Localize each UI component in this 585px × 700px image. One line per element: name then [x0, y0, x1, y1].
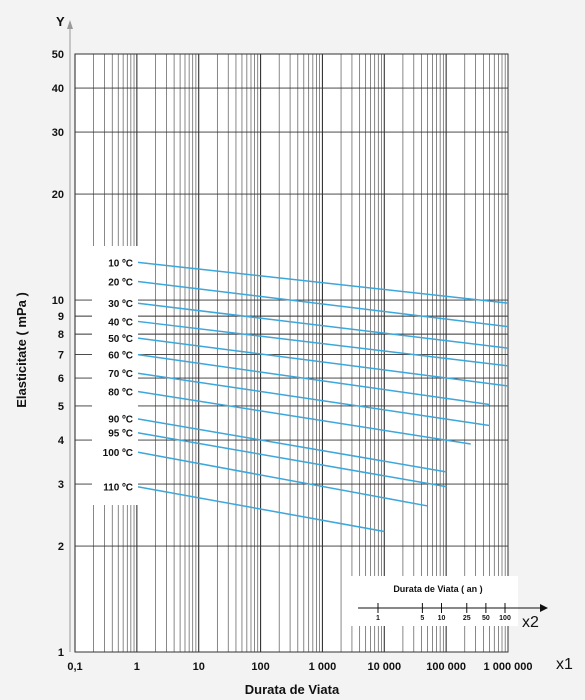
y-tick-label: 1: [58, 647, 64, 659]
series-label: 110 ºC: [103, 483, 133, 494]
x-tick-label: 1 000: [309, 661, 337, 673]
y-tick-label: 10: [52, 295, 64, 307]
series-label: 60 ºC: [108, 351, 133, 362]
y-axis-name: Y: [56, 14, 65, 29]
y-tick-label: 40: [52, 83, 64, 95]
series-line: [136, 372, 490, 427]
plot-background: [75, 54, 508, 652]
series-label: 10 ºC: [108, 258, 133, 269]
x-tick-label: 10: [193, 661, 205, 673]
x-axis-name: x1: [556, 656, 573, 673]
series-label: 100 ºC: [103, 448, 133, 459]
series-line: [136, 302, 509, 349]
series-lines: [136, 261, 509, 533]
series-label: 90 ºC: [108, 415, 133, 426]
y-tick-label: 2: [58, 541, 64, 553]
y-tick-label: 20: [52, 189, 64, 201]
y-tick-label: 50: [52, 49, 64, 61]
series-label: 40 ºC: [108, 317, 133, 328]
inset-tick-label: 50: [482, 615, 490, 622]
series-line: [136, 353, 490, 406]
y-tick-label: 4: [58, 435, 65, 447]
inset-years-scale: Durata de Viata ( an ) 1 5 10 25 50 100 x2: [348, 576, 548, 631]
inset-ticks: 1 5 10 25 50 100: [376, 603, 511, 622]
x-tick-labels: 0,1 1 10 100 1 000 10 000 100 000 1 000 000: [67, 661, 532, 673]
inset-tick-label: 25: [463, 615, 471, 622]
y-axis-label: Elasticitate ( mPa ): [14, 292, 29, 408]
inset-tick-label: 100: [499, 615, 511, 622]
grid: [74, 53, 508, 653]
inset-box: [348, 576, 518, 626]
y-tick-label: 8: [58, 329, 64, 341]
y-tick-label: 5: [58, 401, 64, 413]
series-label: 20 ºC: [108, 277, 133, 288]
series-line: [136, 451, 428, 507]
inset-tick-label: 1: [376, 615, 380, 622]
y-tick-labels: 1 2 3 4 5 6 7 8 9 10 20 30 40 50: [52, 49, 65, 659]
inset-axis-arrow: [540, 604, 548, 612]
series-line: [136, 417, 447, 473]
x-tick-label: 10 000: [367, 661, 401, 673]
y-axis-arrow: [67, 20, 73, 29]
y-tick-label: 9: [58, 311, 64, 323]
series-label: 80 ºC: [108, 387, 133, 398]
series-line: [136, 390, 471, 445]
x-tick-label: 1: [134, 661, 140, 673]
series-line: [136, 337, 509, 387]
series-label-box: 10 ºC 20 ºC 30 ºC 40 ºC 50 ºC 60 ºC 70 ºC 80 ºC…: [92, 246, 138, 505]
inset-title: Durata de Viata ( an ): [393, 584, 482, 594]
series-label: 70 ºC: [108, 369, 133, 380]
inset-axis-name: x2: [522, 614, 539, 631]
series-label: 50 ºC: [108, 334, 133, 345]
y-tick-label: 6: [58, 373, 64, 385]
y-tick-label: 7: [58, 350, 64, 362]
x-tick-label: 100: [251, 661, 269, 673]
series-line: [136, 261, 509, 304]
series-line: [136, 431, 447, 488]
series-label: 95 ºC: [108, 429, 133, 440]
y-tick-label: 3: [58, 479, 64, 491]
series-line: [136, 320, 509, 367]
plot-frame: [69, 26, 509, 653]
series-label: 30 ºC: [108, 299, 133, 310]
series-label-background: [92, 246, 138, 505]
plot-border: [74, 53, 509, 653]
x-tick-label: 1 000 000: [484, 661, 533, 673]
series-line: [136, 280, 509, 328]
series-line: [136, 485, 385, 533]
y-tick-label: 30: [52, 127, 64, 139]
x-tick-label: 0,1: [67, 661, 82, 673]
x-axis-label: Durata de Viata: [245, 682, 340, 697]
inset-tick-label: 10: [438, 615, 446, 622]
inset-tick-label: 5: [420, 615, 424, 622]
x-tick-label: 100 000: [426, 661, 466, 673]
